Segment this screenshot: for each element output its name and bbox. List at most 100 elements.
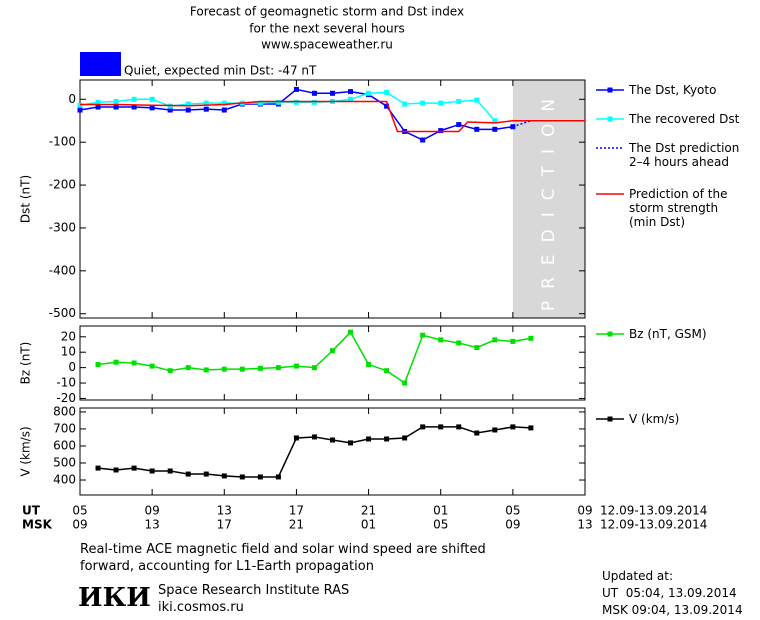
data-point [275,99,281,105]
y-tick-label: 500 [53,455,76,469]
x-tick-label: 13 [217,504,232,518]
x-row-label: UT [22,504,41,518]
plot-frame [79,79,586,319]
data-point [293,99,299,105]
y-tick-label: -500 [49,306,76,320]
data-point [492,337,498,343]
y-axis-title: Dst (nT) [19,175,33,223]
legend-label: Prediction of the storm strength (min Ds… [629,187,728,229]
x-tick-label: 09 [145,504,160,518]
x-tick-label: 05 [433,518,448,532]
x-tick-label: 13 [145,518,160,532]
data-point [528,425,534,431]
data-point [438,337,444,343]
data-point [131,360,137,366]
data-point [131,96,137,102]
series-line [80,100,585,133]
data-point [366,90,372,96]
legend-marker [607,116,613,122]
x-date-label: 12.09-13.09.2014 [600,504,707,518]
data-point [257,100,263,106]
data-point [420,332,426,338]
data-point [149,96,155,102]
updated-label: Updated at: [602,569,673,583]
series-line [97,330,532,385]
data-point [113,467,119,473]
x-date-label: 12.09-13.09.2014 [600,518,707,532]
prediction-region [512,80,585,318]
note: Real-time ACE magnetic field and solar w… [80,542,486,574]
institute: Space Research Institute RAS [158,583,350,598]
y-tick-label: -20 [56,391,76,405]
series-line [97,426,531,478]
data-point [330,90,335,96]
legend-label: The Dst, Kyoto [629,83,717,97]
data-point [185,101,191,107]
x-tick-label: 09 [505,518,520,532]
data-point [474,430,480,436]
data-point [492,126,498,132]
series-line [512,120,532,128]
legend-label: V (km/s) [629,412,680,426]
data-point [348,440,354,446]
x-tick-label: 09 [72,518,87,532]
data-point [203,367,209,373]
data-point [149,468,155,474]
data-point [275,474,281,480]
data-point [510,424,516,430]
data-point [113,359,119,365]
data-point [438,128,444,134]
data-point [293,86,299,92]
data-point [456,122,462,128]
data-point [293,363,299,369]
data-point [402,380,408,386]
data-point [528,335,534,341]
x-tick-label: 09 [577,504,592,518]
data-point [438,424,444,430]
status-text: Quiet, expected min Dst: -47 nT [124,64,317,78]
x-tick-label: 05 [505,504,520,518]
data-point [348,329,354,335]
plot-frame [79,325,586,401]
data-point [203,106,209,112]
data-point [366,362,372,368]
data-point [185,365,191,371]
y-tick-label: -100 [49,135,76,149]
y-tick-label: 800 [53,404,76,418]
y-axis-title: Bz (nT) [19,342,33,385]
data-point [510,338,516,344]
data-point [438,100,444,106]
data-point [203,100,209,106]
data-point [420,137,426,143]
data-point [384,436,390,442]
data-point [95,104,101,110]
data-point [293,435,299,441]
legend-marker [607,331,613,337]
data-point [149,105,155,111]
legend-marker [607,416,613,422]
data-point [330,348,335,354]
data-point [113,98,119,104]
data-point [402,435,408,441]
y-tick-label: -400 [49,263,76,277]
data-point [348,96,354,102]
data-point [167,368,173,374]
x-tick-label: 01 [433,504,448,518]
legend-label: The recovered Dst [629,112,740,126]
data-point [384,368,390,374]
legend-label: Bz (nT, GSM) [629,327,707,341]
data-point [384,89,390,95]
data-point [203,471,209,477]
data-point [185,107,191,113]
data-point [131,465,137,471]
data-point [239,474,245,480]
y-tick-label: 10 [61,345,76,359]
title-line: for the next several hours [249,22,405,36]
data-point [492,118,498,124]
y-tick-label: -200 [49,178,76,192]
prediction-label: PREDICTION [539,87,559,311]
data-point [221,100,227,106]
x-tick-label: 17 [217,518,232,532]
